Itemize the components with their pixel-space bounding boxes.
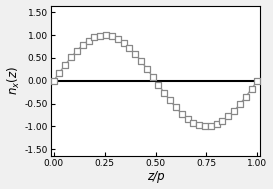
Point [220, 119, 225, 122]
Point [203, 125, 207, 128]
Point [133, 52, 137, 55]
Point [197, 124, 201, 127]
Point [121, 41, 126, 44]
Point [115, 37, 120, 40]
Point [215, 122, 219, 125]
Point [250, 87, 254, 90]
Point [57, 71, 62, 74]
Point [81, 44, 85, 47]
Point [139, 60, 143, 63]
Point [75, 49, 79, 52]
Y-axis label: $n_x(z)$: $n_x(z)$ [5, 66, 22, 95]
Point [145, 67, 149, 70]
Point [156, 83, 161, 86]
Point [174, 106, 178, 109]
Point [209, 124, 213, 127]
Point [98, 34, 102, 37]
Point [69, 56, 73, 59]
Point [92, 36, 97, 39]
Point [180, 112, 184, 115]
Point [185, 117, 190, 120]
Point [191, 121, 195, 124]
Point [168, 99, 172, 102]
X-axis label: z/p: z/p [147, 170, 164, 184]
Point [232, 109, 236, 112]
Point [238, 103, 242, 106]
Point [150, 75, 155, 78]
Point [255, 79, 260, 82]
Point [226, 115, 230, 118]
Point [104, 34, 108, 37]
Point [162, 91, 167, 94]
Point [110, 35, 114, 38]
Point [244, 95, 248, 98]
Point [86, 39, 91, 42]
Point [127, 46, 132, 49]
Point [63, 63, 67, 66]
Point [51, 79, 56, 82]
